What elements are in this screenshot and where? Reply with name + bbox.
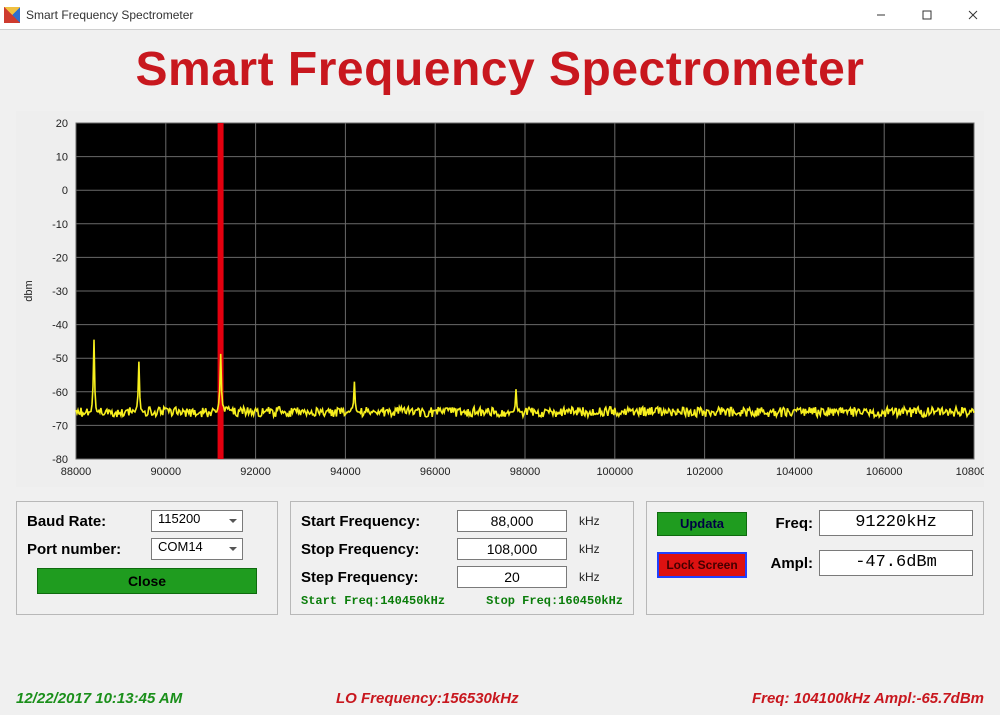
port-number-label: Port number:: [27, 541, 145, 558]
svg-text:-50: -50: [52, 353, 68, 365]
readout-panel: Updata Lock Screen Freq: 91220kHz Ampl: …: [646, 501, 984, 615]
stop-freq-label: Stop Frequency:: [301, 541, 451, 558]
svg-text:-40: -40: [52, 320, 68, 332]
svg-text:-30: -30: [52, 286, 68, 298]
svg-text:104000: 104000: [776, 466, 813, 478]
connection-panel: Baud Rate: 115200 Port number: COM14 Clo…: [16, 501, 278, 615]
controls-row: Baud Rate: 115200 Port number: COM14 Clo…: [16, 501, 984, 615]
baud-rate-select[interactable]: 115200: [151, 510, 243, 532]
window-titlebar: Smart Frequency Spectrometer: [0, 0, 1000, 30]
svg-text:96000: 96000: [420, 466, 451, 478]
ampl-readout: -47.6dBm: [819, 550, 973, 576]
svg-text:0: 0: [62, 185, 68, 197]
svg-text:92000: 92000: [240, 466, 271, 478]
svg-text:94000: 94000: [330, 466, 361, 478]
status-timestamp: 12/22/2017 10:13:45 AM: [16, 690, 336, 707]
svg-text:dbm: dbm: [23, 280, 35, 301]
updata-button[interactable]: Updata: [657, 512, 747, 536]
spectrum-chart-panel: 8800090000920009400096000980001000001020…: [16, 111, 984, 487]
step-freq-input[interactable]: 20: [457, 566, 567, 588]
svg-text:106000: 106000: [866, 466, 903, 478]
start-freq-input[interactable]: 88,000: [457, 510, 567, 532]
minimize-button[interactable]: [858, 0, 904, 30]
status-stop-freq: Stop Freq:160450kHz: [486, 594, 623, 608]
maximize-button[interactable]: [904, 0, 950, 30]
svg-text:-60: -60: [52, 387, 68, 399]
client-area: Smart Frequency Spectrometer 88000 90000 9…: [0, 30, 1000, 715]
svg-text:-20: -20: [52, 252, 68, 264]
frequency-panel: Start Frequency: 88,000 kHz Stop Frequen…: [290, 501, 634, 615]
baud-rate-label: Baud Rate:: [27, 513, 145, 530]
app-icon: [4, 7, 20, 23]
freq-readout: 91220kHz: [819, 510, 973, 536]
svg-text:88000: 88000: [61, 466, 92, 478]
close-window-button[interactable]: [950, 0, 996, 30]
start-freq-label: Start Frequency:: [301, 513, 451, 530]
baud-rate-value: 115200: [158, 511, 200, 526]
svg-text:108000: 108000: [956, 466, 984, 478]
svg-text:90000: 90000: [151, 466, 182, 478]
svg-text:-70: -70: [52, 420, 68, 432]
lock-screen-button[interactable]: Lock Screen: [657, 552, 747, 578]
stop-freq-unit: kHz: [579, 542, 600, 556]
svg-text:-10: -10: [52, 219, 68, 231]
port-number-value: COM14: [158, 539, 203, 554]
stop-freq-input[interactable]: 108,000: [457, 538, 567, 560]
close-button[interactable]: Close: [37, 568, 257, 594]
svg-text:102000: 102000: [686, 466, 723, 478]
start-freq-unit: kHz: [579, 514, 600, 528]
svg-text:20: 20: [56, 118, 68, 130]
freq-readout-label: Freq:: [759, 515, 813, 532]
port-number-select[interactable]: COM14: [151, 538, 243, 560]
svg-text:10: 10: [56, 152, 68, 164]
ampl-readout-label: Ampl:: [759, 555, 813, 572]
window-title: Smart Frequency Spectrometer: [26, 8, 193, 22]
status-lo-frequency: LO Frequency:156530kHz: [336, 690, 676, 707]
svg-text:-80: -80: [52, 454, 68, 466]
svg-text:100000: 100000: [596, 466, 633, 478]
status-bar: 12/22/2017 10:13:45 AM LO Frequency:1565…: [16, 690, 984, 707]
status-start-freq: Start Freq:140450kHz: [301, 594, 445, 608]
status-freq-ampl: Freq: 104100kHz Ampl:-65.7dBm: [752, 690, 984, 707]
step-freq-label: Step Frequency:: [301, 569, 451, 586]
spectrum-chart[interactable]: 8800090000920009400096000980001000001020…: [16, 111, 984, 487]
svg-text:98000: 98000: [510, 466, 541, 478]
step-freq-unit: kHz: [579, 570, 600, 584]
page-title: Smart Frequency Spectrometer: [0, 30, 1000, 111]
